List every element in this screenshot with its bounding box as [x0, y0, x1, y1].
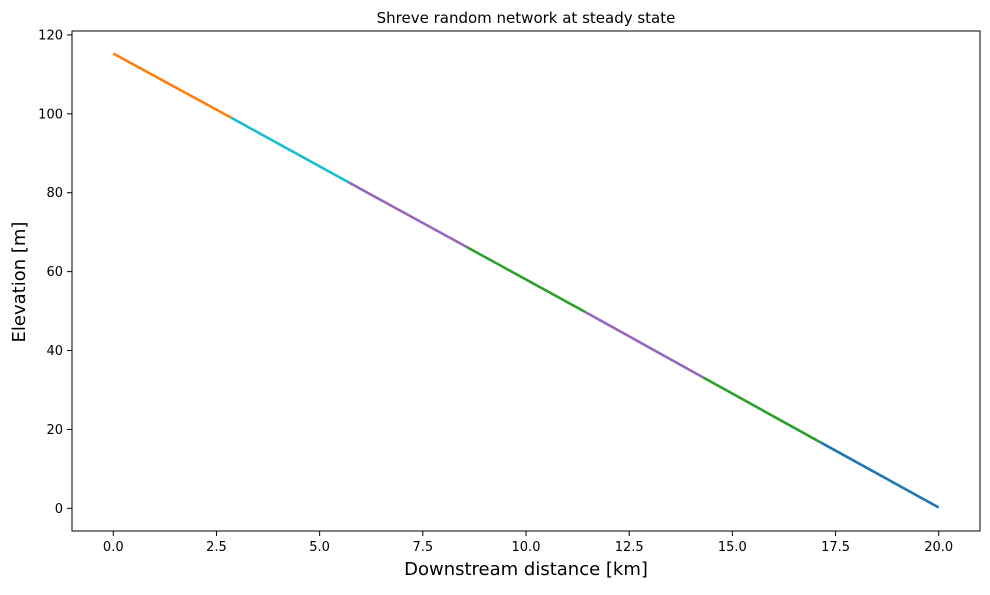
x-tick-label: 2.5: [206, 540, 227, 555]
y-tick-label: 0: [55, 502, 63, 517]
axes-layer: 0.0 2.5 5.0 7.5 10.0 12.5 15.0 17.5 20.0 0 20 40 60 8…: [38, 28, 981, 555]
y-tick-label: 80: [46, 186, 63, 201]
series-line-5: [584, 310, 704, 379]
series-line-1: [112, 52, 232, 119]
y-tick-label: 40: [46, 344, 63, 359]
series-line-4: [466, 246, 586, 314]
x-tick-label: 20.0: [924, 540, 953, 555]
series-line-7: [820, 441, 940, 509]
x-axis-label: Downstream distance [km]: [404, 559, 648, 580]
y-tick-label: 20: [46, 423, 63, 438]
series-line-2: [230, 116, 350, 184]
series-line-6: [702, 376, 822, 444]
x-tick-label: 0.0: [103, 540, 124, 555]
x-tick-label: 17.5: [821, 540, 850, 555]
y-tick-label: 100: [38, 107, 63, 122]
x-tick-label: 10.0: [512, 540, 541, 555]
y-tick-label: 120: [38, 28, 63, 43]
x-tick-label: 12.5: [615, 540, 644, 555]
y-axis-label: Elevation [m]: [9, 222, 30, 343]
series-layer: [112, 52, 940, 509]
x-tick-label: 15.0: [718, 540, 747, 555]
series-line-3: [348, 181, 468, 249]
x-tick-label: 7.5: [412, 540, 433, 555]
chart-title: Shreve random network at steady state: [377, 9, 676, 27]
y-tick-label: 60: [46, 265, 63, 280]
x-tick-label: 5.0: [309, 540, 330, 555]
